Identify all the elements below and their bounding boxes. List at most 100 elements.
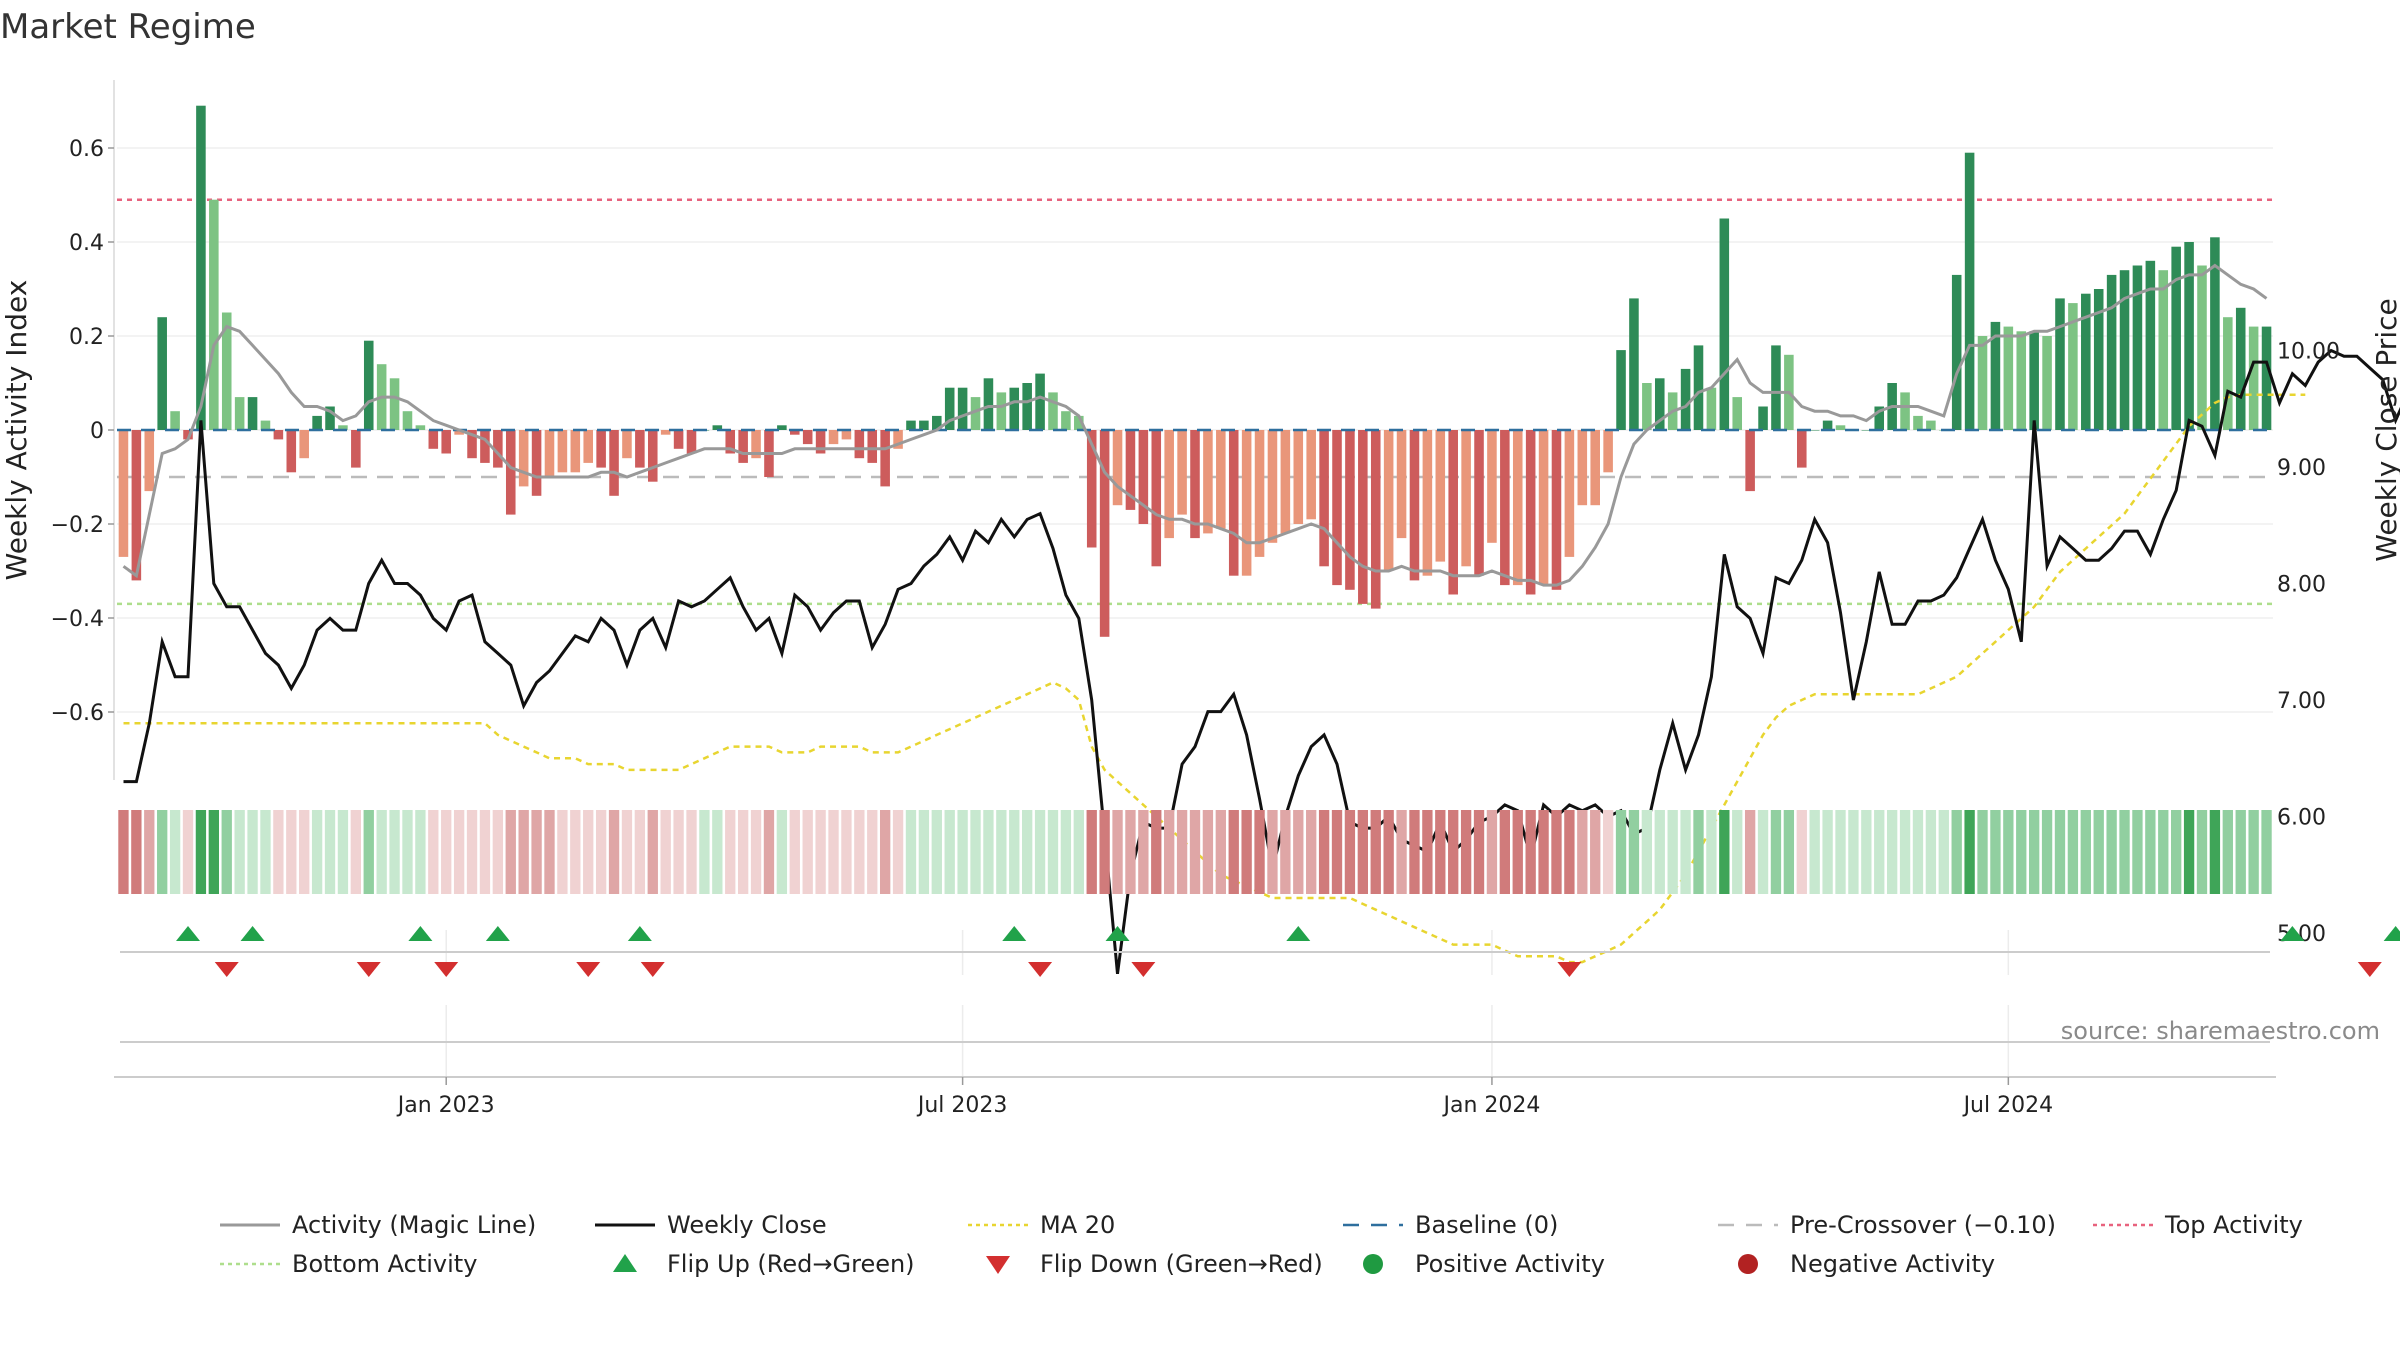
regime-cell <box>1034 810 1046 894</box>
activity-bar <box>2210 237 2220 430</box>
regime-cell <box>531 810 542 894</box>
regime-cell <box>621 810 633 894</box>
activity-bar <box>1809 430 1820 431</box>
flip-up-marker <box>2383 926 2400 941</box>
activity-bar <box>286 430 297 473</box>
regime-cell <box>260 810 271 894</box>
regime-cell <box>828 810 839 894</box>
regime-cell <box>1460 810 1472 894</box>
regime-cell <box>1422 810 1433 894</box>
regime-cell <box>402 810 413 894</box>
activity-bar <box>570 430 581 473</box>
regime-cell <box>1344 810 1356 894</box>
regime-cell <box>1744 810 1756 894</box>
activity-bar <box>1616 350 1626 430</box>
flip-down-marker <box>356 962 381 977</box>
regime-cell <box>2054 810 2066 894</box>
activity-bar <box>1151 430 1162 567</box>
activity-bar <box>1706 387 1717 430</box>
y2-tick-label: 6.00 <box>2277 806 2326 831</box>
activity-bar <box>893 430 903 449</box>
magic-line-series <box>122 263 2268 587</box>
activity-bar <box>1577 430 1588 506</box>
regime-cell <box>1125 810 1136 894</box>
y2-tick-label: 10.00 <box>2277 340 2340 365</box>
regime-cell <box>1086 810 1097 894</box>
activity-bar <box>505 430 516 515</box>
regime-cell <box>1977 810 1988 894</box>
activity-bar <box>932 415 942 430</box>
regime-cell <box>157 810 168 894</box>
regime-cell <box>453 810 465 894</box>
activity-bar <box>1590 430 1600 506</box>
regime-cell <box>1060 810 1072 894</box>
regime-cell <box>1667 810 1678 894</box>
flip-up-marker <box>1105 926 1130 941</box>
regime-cell <box>737 810 749 894</box>
regime-cell <box>673 810 684 894</box>
y-tick-label: 0.2 <box>69 325 104 350</box>
activity-bar <box>1216 430 1226 529</box>
regime-cell <box>1409 810 1420 894</box>
regime-cell <box>996 810 1007 894</box>
activity-bar <box>247 397 258 430</box>
activity-bar <box>725 430 736 454</box>
activity-bar <box>518 430 529 487</box>
regime-cell <box>647 810 658 894</box>
regime-cell <box>712 810 723 894</box>
regime-cell <box>763 810 775 894</box>
legend-label: Weekly Close <box>667 1211 827 1239</box>
regime-cell <box>350 810 362 894</box>
regime-strip <box>118 810 2272 894</box>
activity-bar <box>1745 430 1755 492</box>
activity-bar <box>1022 383 1032 430</box>
legend-label: Bottom Activity <box>292 1250 477 1278</box>
activity-bar <box>1035 373 1045 430</box>
regime-cell <box>1925 810 1937 894</box>
activity-bar <box>1306 430 1316 520</box>
activity-bar <box>1732 397 1743 430</box>
regime-cell <box>1370 810 1381 894</box>
regime-cell <box>363 810 374 894</box>
regime-cell <box>1512 810 1523 894</box>
activity-bar <box>1190 430 1200 539</box>
activity-bar <box>1061 411 1071 430</box>
regime-cell <box>1047 810 1059 894</box>
activity-bar <box>996 392 1007 430</box>
regime-cell <box>1176 810 1188 894</box>
regime-cell <box>918 810 930 894</box>
regime-cell <box>660 810 671 894</box>
regime-cell <box>944 810 955 894</box>
activity-bar <box>428 430 439 449</box>
activity-bar <box>906 420 916 430</box>
chart-title: Market Regime <box>0 7 256 47</box>
regime-cell <box>983 810 994 894</box>
y2-tick-label: 5.00 <box>2277 922 2326 947</box>
regime-cell <box>324 810 336 894</box>
activity-bar <box>1603 430 1613 473</box>
regime-cell <box>1306 810 1317 894</box>
activity-bar <box>983 378 994 430</box>
activity-bar <box>441 430 451 454</box>
regime-cell <box>247 810 258 894</box>
activity-bar <box>1293 430 1304 524</box>
regime-cell <box>1151 810 1162 894</box>
activity-bar <box>351 430 361 468</box>
y2-tick-label: 7.00 <box>2277 689 2326 714</box>
regime-cell <box>1899 810 1911 894</box>
flip-down-marker <box>1131 962 1156 977</box>
regime-cell <box>505 810 516 894</box>
regime-cell <box>1938 810 1949 894</box>
activity-bar <box>1177 430 1187 515</box>
regime-cell <box>2248 810 2259 894</box>
regime-cell <box>492 810 504 894</box>
regime-cell <box>1267 810 1278 894</box>
regime-cell <box>1770 810 1782 894</box>
activity-bar <box>686 430 697 454</box>
flip-markers <box>176 926 2400 977</box>
activity-bar <box>325 406 335 430</box>
activity-bar <box>1345 430 1355 590</box>
regime-cell <box>970 810 981 894</box>
activity-bar <box>1990 321 2001 430</box>
